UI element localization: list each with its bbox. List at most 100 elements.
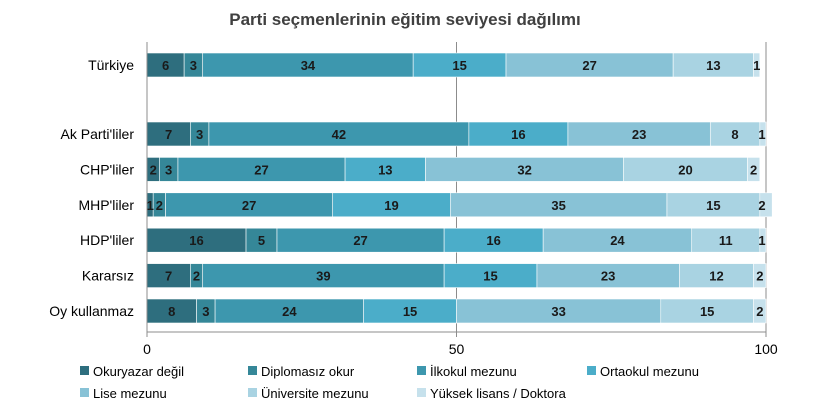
bar-segment bbox=[691, 227, 761, 253]
data-label: 34 bbox=[301, 58, 316, 73]
legend-label: Üniversite mezunu bbox=[261, 386, 369, 401]
category-labels: Türkiye Ak Parti'liler CHP'liler MHP'liler H… bbox=[49, 57, 134, 319]
bar-segment bbox=[567, 121, 711, 147]
data-label: 23 bbox=[632, 127, 646, 142]
data-label: 8 bbox=[168, 304, 175, 319]
bar-segment bbox=[753, 52, 761, 78]
bar-segment bbox=[146, 121, 191, 147]
data-label: 6 bbox=[162, 58, 169, 73]
legend-swatch bbox=[80, 366, 89, 375]
data-label: 33 bbox=[551, 304, 565, 319]
data-label: 27 bbox=[582, 58, 596, 73]
data-label: 3 bbox=[190, 58, 197, 73]
data-label: 27 bbox=[254, 162, 268, 177]
data-label: 5 bbox=[258, 233, 265, 248]
data-label: 39 bbox=[316, 269, 330, 284]
bar-segment bbox=[753, 298, 767, 324]
bar-segment bbox=[276, 227, 445, 253]
legend: Okuryazar değil Diplomasız okur İlkokul me… bbox=[80, 364, 699, 401]
category-label: CHP'liler bbox=[80, 161, 134, 177]
category-label: MHP'liler bbox=[78, 197, 134, 213]
bar-segment bbox=[214, 298, 364, 324]
bar-segment bbox=[666, 192, 761, 218]
data-label: 1 bbox=[758, 233, 765, 248]
bars bbox=[146, 52, 773, 324]
bar-segment bbox=[412, 52, 507, 78]
bar-segment bbox=[363, 298, 457, 324]
bar-segment bbox=[505, 52, 674, 78]
data-label: 1 bbox=[753, 58, 760, 73]
data-label: 2 bbox=[156, 198, 163, 213]
data-label: 24 bbox=[282, 304, 297, 319]
x-tick-label: 100 bbox=[754, 341, 778, 357]
category-label: Türkiye bbox=[88, 57, 134, 73]
data-label: 20 bbox=[678, 162, 692, 177]
bar-segment bbox=[245, 227, 278, 253]
bar-segment bbox=[672, 52, 754, 78]
legend-label: Diplomasız okur bbox=[261, 364, 355, 379]
x-axis: 0 50 100 bbox=[143, 42, 778, 357]
data-label: 2 bbox=[758, 198, 765, 213]
data-label: 16 bbox=[486, 233, 500, 248]
bar-segment bbox=[146, 263, 191, 288]
data-label: 23 bbox=[601, 269, 615, 284]
bar-segment bbox=[759, 227, 767, 253]
legend-swatch bbox=[587, 366, 596, 375]
legend-label: Lise mezunu bbox=[93, 386, 167, 401]
bar-segment bbox=[759, 192, 773, 218]
data-label: 15 bbox=[452, 58, 466, 73]
gridlines bbox=[456, 42, 767, 332]
legend-label: Okuryazar değil bbox=[93, 364, 184, 379]
bar-segment bbox=[208, 121, 470, 147]
legend-label: Ortaokul mezunu bbox=[600, 364, 699, 379]
data-label: 2 bbox=[150, 162, 157, 177]
category-label: Ak Parti'liler bbox=[61, 126, 135, 142]
data-label: 1 bbox=[146, 198, 153, 213]
x-tick-label: 50 bbox=[449, 341, 465, 357]
data-label: 35 bbox=[551, 198, 565, 213]
legend-swatch bbox=[248, 366, 257, 375]
x-tick-label: 0 bbox=[143, 341, 151, 357]
data-label: 15 bbox=[706, 198, 720, 213]
legend-swatch bbox=[80, 388, 89, 397]
data-labels: 6 3 34 15 27 13 17 3 42 16 23 8 12 3 27 13 32 20 21 2 27 19 35… bbox=[146, 58, 765, 319]
data-label: 27 bbox=[353, 233, 367, 248]
data-label: 16 bbox=[511, 127, 525, 142]
data-label: 27 bbox=[242, 198, 256, 213]
data-label: 2 bbox=[750, 162, 757, 177]
data-label: 7 bbox=[165, 127, 172, 142]
data-label: 13 bbox=[378, 162, 392, 177]
category-label: Oy kullanmaz bbox=[49, 303, 134, 319]
data-label: 7 bbox=[165, 269, 172, 284]
bar-segment bbox=[468, 121, 569, 147]
legend-swatch bbox=[417, 366, 426, 375]
category-label: HDP'liler bbox=[80, 232, 134, 248]
data-label: 3 bbox=[196, 127, 203, 142]
data-label: 12 bbox=[709, 269, 723, 284]
category-label: Kararsız bbox=[82, 268, 134, 284]
bar-segment bbox=[450, 192, 668, 218]
data-label: 8 bbox=[731, 127, 738, 142]
legend-swatch bbox=[248, 388, 257, 397]
bar-segment bbox=[344, 157, 426, 182]
legend-swatch bbox=[417, 388, 426, 397]
data-label: 19 bbox=[384, 198, 398, 213]
bar-segment bbox=[753, 263, 767, 288]
bar-segment bbox=[747, 157, 761, 182]
bar-segment bbox=[759, 121, 767, 147]
data-label: 3 bbox=[202, 304, 209, 319]
chart-title: Parti seçmenlerinin eğitim seviyesi dağı… bbox=[229, 10, 580, 29]
bar-segment bbox=[456, 298, 662, 324]
data-label: 32 bbox=[517, 162, 531, 177]
data-label: 1 bbox=[758, 127, 765, 142]
data-label: 16 bbox=[189, 233, 203, 248]
data-label: 15 bbox=[403, 304, 417, 319]
data-label: 3 bbox=[165, 162, 172, 177]
bar-segment bbox=[660, 298, 754, 324]
data-label: 2 bbox=[193, 269, 200, 284]
data-label: 15 bbox=[483, 269, 497, 284]
data-label: 42 bbox=[332, 127, 346, 142]
legend-label: İlkokul mezunu bbox=[430, 364, 517, 379]
legend-label: Yüksek lisans / Doktora bbox=[430, 386, 567, 401]
